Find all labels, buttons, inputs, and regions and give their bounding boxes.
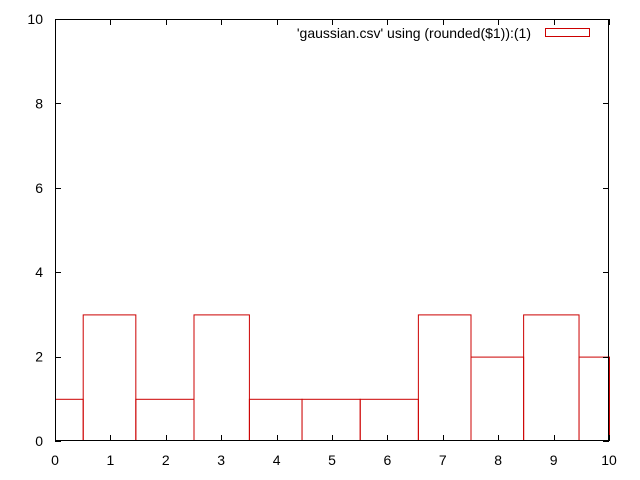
- histogram-bar: [523, 314, 580, 441]
- x-tick-label: 0: [51, 452, 59, 468]
- histogram-bar: [417, 314, 472, 441]
- x-tick-label: 8: [494, 452, 502, 468]
- histogram-bar: [470, 356, 525, 442]
- x-tick-label: 10: [601, 452, 617, 468]
- y-tick-label: 6: [35, 180, 43, 196]
- y-tick-label: 4: [35, 264, 43, 280]
- x-tick-label: 2: [162, 452, 170, 468]
- x-tick-label: 7: [439, 452, 447, 468]
- x-tick-label: 1: [107, 452, 115, 468]
- x-tick-labels: 0 1 2 3 4 5 6 7 8 9 10: [51, 452, 617, 468]
- legend-label: 'gaussian.csv' using (rounded($1)):(1): [297, 25, 531, 41]
- legend: 'gaussian.csv' using (rounded($1)):(1): [297, 25, 590, 41]
- y-tick-label: 0: [35, 433, 43, 449]
- histogram-bar: [359, 398, 419, 441]
- histogram-bar: [82, 314, 137, 441]
- x-tick-label: 6: [384, 452, 392, 468]
- y-tick-label: 8: [35, 95, 43, 111]
- histogram-bar: [193, 314, 250, 441]
- histogram-bar: [248, 398, 303, 441]
- x-tick-label: 9: [550, 452, 558, 468]
- plot-frame: [55, 19, 609, 441]
- x-tick-label: 5: [328, 452, 336, 468]
- y-tick-label: 2: [35, 349, 43, 365]
- histogram-bar: [55, 398, 84, 441]
- histogram-bar: [301, 398, 361, 441]
- x-tick-label: 3: [217, 452, 225, 468]
- histogram-bar: [135, 398, 195, 441]
- axis-ticks: [55, 19, 610, 442]
- histogram-bars: [55, 314, 611, 442]
- legend-swatch: [545, 28, 590, 37]
- histogram-bar: [578, 356, 611, 442]
- y-tick-labels: 0 2 4 6 8 10: [27, 11, 43, 449]
- y-tick-label: 10: [27, 11, 43, 27]
- x-tick-label: 4: [273, 452, 281, 468]
